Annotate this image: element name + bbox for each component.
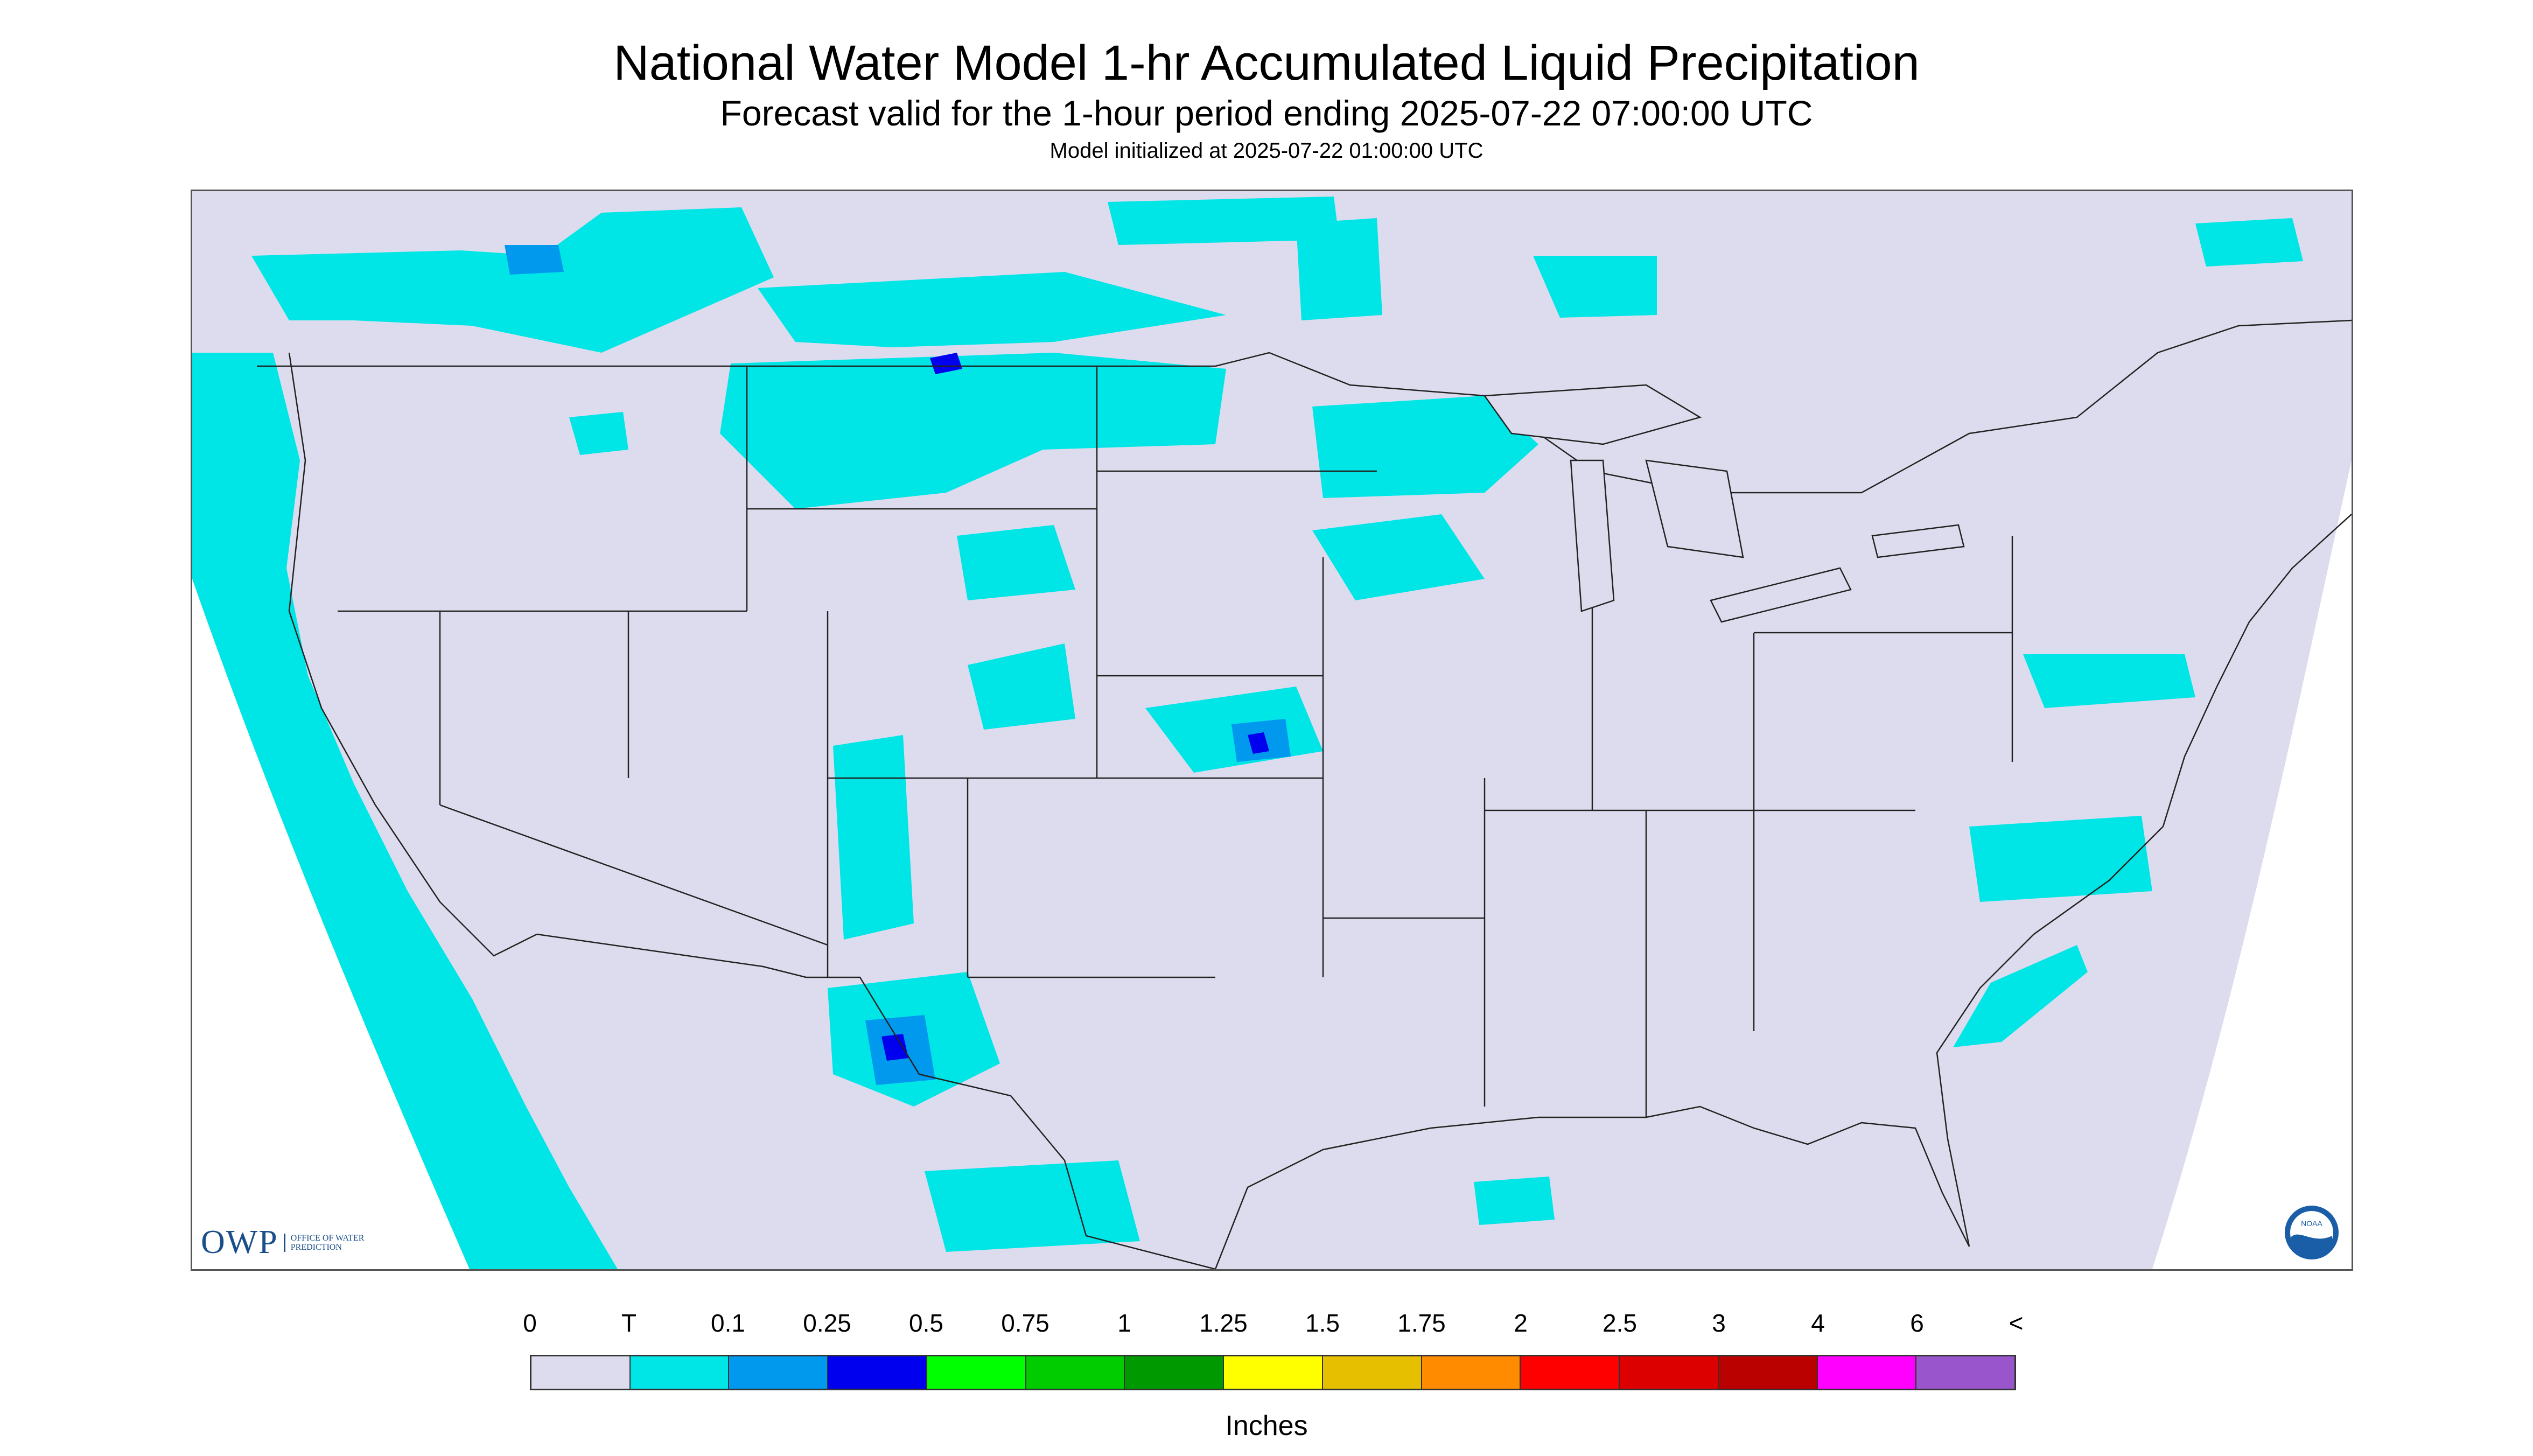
precip-heavy-areas: [881, 353, 1269, 1061]
precip-atlantic-band: [1953, 945, 2088, 1047]
legend-label: 2: [1514, 1309, 1528, 1337]
precip-new-mexico: [833, 735, 914, 940]
noaa-logo-text: NOAA: [2301, 1219, 2322, 1228]
precip-canada-heavy: [930, 353, 962, 374]
legend-swatch: [1026, 1356, 1125, 1389]
legend-swatch: [630, 1356, 730, 1389]
legend-swatch: [1620, 1356, 1719, 1389]
precip-pacific-coast: [192, 353, 618, 1269]
legend-label: <: [2009, 1309, 2024, 1337]
lake-erie: [1710, 567, 1852, 623]
legend-swatch: [1916, 1356, 2015, 1389]
owp-logo-mark: OWP: [201, 1224, 278, 1261]
legend-label: 2.5: [1603, 1309, 1637, 1337]
precip-wyoming: [957, 525, 1075, 600]
legend-label: 3: [1712, 1309, 1726, 1337]
gulf-coast: [1214, 1105, 1970, 1269]
legend-swatch: [1323, 1356, 1422, 1389]
owp-logo: OWP OFFICE OF WATER PREDICTION: [201, 1223, 372, 1262]
legend-swatch: [531, 1356, 631, 1389]
precip-canada-central: [758, 272, 1226, 347]
precip-carolina-offshore: [1969, 816, 2152, 902]
legend-label: 0.25: [803, 1309, 851, 1337]
precipitation-map: OWP OFFICE OF WATER PREDICTION NOAA: [191, 190, 2353, 1271]
noaa-logo: NOAA: [2285, 1206, 2339, 1259]
precip-maritimes: [2195, 218, 2303, 267]
legend-swatch: [1817, 1356, 1917, 1389]
legend-units: Inches: [1225, 1410, 1308, 1441]
legend-label: T: [621, 1309, 637, 1337]
precip-west-texas-heavy: [881, 1034, 908, 1061]
precip-ontario: [1533, 256, 1657, 318]
precip-kansas-heavy: [1248, 732, 1269, 754]
precip-trace-areas: [192, 197, 2303, 1269]
legend-swatch: [927, 1356, 1026, 1389]
precip-mexico-south: [925, 1160, 1140, 1252]
atlantic-coast: [1936, 514, 2352, 1247]
legend-label: 6: [1910, 1309, 1924, 1337]
lake-superior: [1483, 384, 1702, 445]
precip-northern-plains: [720, 353, 1226, 509]
us-mexico-border: [536, 933, 1216, 1269]
precip-quebec: [1108, 197, 1339, 245]
legend-label: 0: [523, 1309, 537, 1337]
west-coast: [288, 352, 537, 957]
legend-label: 0.5: [909, 1309, 943, 1337]
great-lakes: [1483, 384, 1965, 623]
precip-mid-atlantic: [2023, 654, 2195, 708]
legend-swatch: [1521, 1356, 1620, 1389]
legend-swatch: [729, 1356, 829, 1389]
precip-colorado: [968, 643, 1075, 730]
precip-manitoba: [1296, 218, 1382, 320]
legend-label: 1: [1117, 1309, 1131, 1337]
legend-swatch: [828, 1356, 927, 1389]
legend-label: 1.75: [1397, 1309, 1446, 1337]
lake-huron: [1645, 459, 1744, 558]
lake-michigan: [1570, 459, 1615, 612]
precip-gulf: [1474, 1177, 1555, 1225]
legend-swatch: [1125, 1356, 1224, 1389]
map-canvas: [192, 191, 2352, 1269]
legend-labels: 0 T 0.1 0.25 0.5 0.75 1 1.25 1.5 1.75 2 2.5 3 4 6 <: [523, 1308, 2023, 1341]
map-subtitle: Forecast valid for the 1-hour period end…: [720, 93, 1813, 133]
legend-swatch: [1422, 1356, 1521, 1389]
precip-montana-idaho: [569, 412, 628, 455]
precip-canada-core: [505, 245, 564, 275]
legend-label: 4: [1811, 1309, 1825, 1337]
precip-canada-west: [251, 207, 774, 353]
map-title: National Water Model 1-hr Accumulated Li…: [613, 36, 1920, 90]
precip-minnesota: [1312, 396, 1538, 498]
model-init-time: Model initialized at 2025-07-22 01:00:00…: [1049, 139, 1484, 163]
legend-swatch: [1224, 1356, 1323, 1389]
owp-logo-text: OFFICE OF WATER PREDICTION: [283, 1233, 372, 1252]
legend-label: 0.1: [711, 1309, 745, 1337]
legend-label: 1.5: [1305, 1309, 1340, 1337]
legend-label: 0.75: [1001, 1309, 1049, 1337]
legend-label: 1.25: [1199, 1309, 1248, 1337]
legend-swatch: [1718, 1356, 1818, 1389]
lake-ontario: [1871, 524, 1965, 558]
color-legend: [530, 1355, 2016, 1390]
precip-iowa-wisconsin: [1312, 514, 1485, 600]
